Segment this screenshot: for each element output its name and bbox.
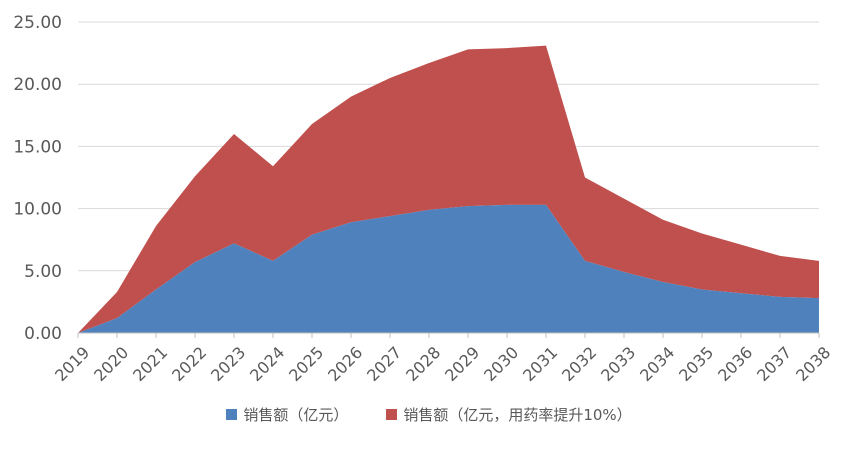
x-tick-label: 2021 [129, 343, 171, 385]
x-tick-label: 2037 [753, 343, 795, 385]
legend-label-series-1: 销售额（亿元） [243, 406, 349, 424]
x-tick-label: 2035 [675, 343, 717, 385]
y-tick-label: 25.00 [13, 13, 62, 33]
x-tick-label: 2028 [402, 343, 444, 385]
y-tick-label: 5.00 [24, 262, 62, 282]
area-series-1 [78, 204, 819, 333]
x-tick-label: 2034 [636, 343, 678, 385]
x-tick-label: 2032 [558, 343, 600, 385]
area-series-2 [78, 45, 819, 334]
legend-swatch-series-2 [386, 409, 398, 420]
x-tick-label: 2036 [714, 343, 756, 385]
x-tick-label: 2029 [441, 343, 483, 385]
x-tick-label: 2020 [90, 343, 132, 385]
legend-item-series-1: 销售额（亿元） [226, 404, 348, 425]
legend: 销售额（亿元） 销售额（亿元，用药率提升10%） [0, 404, 858, 425]
x-tick-label: 2019 [51, 343, 93, 385]
x-tick-label: 2030 [480, 343, 522, 385]
x-tick-label: 2038 [792, 343, 834, 385]
x-tick-label: 2025 [285, 343, 327, 385]
legend-label-series-2: 销售额（亿元，用药率提升10%） [403, 406, 632, 424]
y-tick-label: 15.00 [13, 137, 62, 157]
legend-swatch-series-1 [226, 409, 238, 420]
x-tick-label: 2033 [597, 343, 639, 385]
legend-item-series-2: 销售额（亿元，用药率提升10%） [386, 404, 632, 425]
x-tick-label: 2026 [324, 343, 366, 385]
y-tick-label: 20.00 [13, 75, 62, 95]
x-tick-label: 2023 [207, 343, 249, 385]
x-tick-label: 2027 [363, 343, 405, 385]
x-tick-label: 2022 [168, 343, 210, 385]
stacked-area-chart: 0.00 5.00 10.00 15.00 20.00 25.00 201920202021… [13, 13, 834, 385]
x-tick-label: 2024 [246, 343, 288, 385]
y-tick-label: 0.00 [24, 324, 62, 344]
y-tick-label: 10.00 [13, 200, 62, 220]
x-tick-label: 2031 [519, 343, 561, 385]
